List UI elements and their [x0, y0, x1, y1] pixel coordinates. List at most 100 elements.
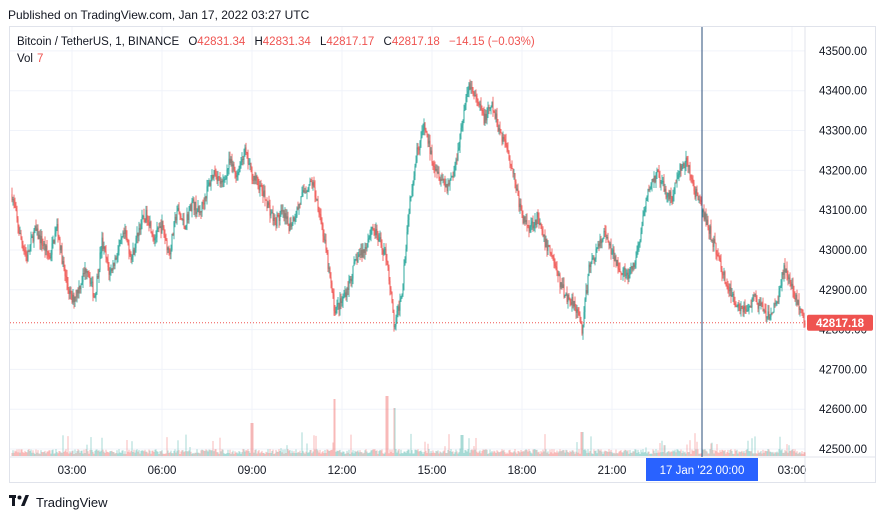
candle-body: [413, 176, 415, 183]
volume-bar: [574, 453, 576, 456]
volume-bar: [45, 453, 47, 456]
volume-bar: [504, 452, 506, 456]
candle-body: [758, 300, 760, 309]
candle-body: [521, 210, 523, 215]
chart-frame[interactable]: 43500.00 43400.00 43300.00 43200.00 43100.00…: [9, 26, 876, 483]
volume-bar: [349, 453, 351, 456]
volume-bar: [164, 453, 166, 456]
volume-bar: [435, 450, 437, 456]
volume-bar: [664, 445, 666, 456]
volume-bar: [778, 449, 780, 456]
candle-body: [22, 243, 24, 250]
candle-body: [183, 219, 185, 227]
candle-body: [542, 230, 544, 237]
volume-bar: [791, 449, 793, 456]
candle-body: [777, 301, 779, 303]
volume-bar: [479, 450, 481, 456]
footer-brand[interactable]: TradingView: [9, 495, 108, 510]
candle-body: [741, 305, 743, 307]
candle-body: [154, 238, 156, 241]
candle-body: [143, 215, 145, 220]
candle-body: [654, 176, 656, 183]
candle-body: [421, 131, 423, 138]
candle-body: [496, 113, 498, 126]
candle-body: [642, 215, 644, 226]
volume-bar: [576, 442, 578, 456]
x-tick-label: 09:00: [238, 465, 267, 477]
volume-bar: [547, 451, 549, 456]
volume-bar: [707, 453, 709, 456]
volume-bar: [544, 434, 546, 456]
candle-body: [247, 152, 249, 164]
volume-bar: [209, 449, 211, 456]
candle-body: [139, 227, 141, 230]
candle-body: [378, 238, 380, 242]
candle-body: [775, 303, 777, 305]
candle-body: [249, 163, 251, 165]
volume-bar: [412, 453, 414, 456]
volume-bar: [36, 452, 38, 456]
candle-body: [251, 167, 253, 181]
candle-body: [615, 256, 617, 266]
volume-bar: [240, 453, 242, 456]
volume-bar: [482, 449, 484, 456]
volume-bar: [226, 452, 228, 456]
candle-body: [345, 292, 347, 298]
candle-body: [430, 150, 432, 155]
candle-body: [400, 297, 402, 300]
volume-bar: [465, 450, 467, 456]
volume-bar: [529, 450, 531, 456]
volume-bar: [692, 450, 694, 456]
volume-bar: [122, 450, 124, 456]
candle-body: [140, 224, 142, 230]
volume-bar: [427, 443, 429, 456]
candle-body: [58, 235, 60, 239]
candle-body: [460, 127, 462, 134]
candle-body: [567, 294, 569, 303]
volume-bar: [508, 450, 510, 456]
volume-bar: [677, 449, 679, 456]
candle-body: [740, 305, 742, 312]
volume-bar: [71, 451, 73, 456]
volume-bar: [436, 451, 438, 456]
y-tick-label: 43100.00: [819, 205, 867, 217]
volume-bar: [84, 453, 86, 456]
candle-body: [734, 303, 736, 307]
volume-bar: [79, 452, 81, 456]
low-label: L: [319, 36, 327, 48]
volume-bar: [300, 453, 302, 456]
candle-body: [476, 95, 478, 100]
volume-bar: [348, 449, 350, 456]
last-price-tag: [807, 314, 873, 331]
candle-body: [425, 129, 427, 132]
candle-body: [703, 209, 705, 220]
volume-bar: [295, 449, 297, 456]
volume-bar: [180, 451, 182, 456]
volume-bar: [48, 450, 50, 456]
volume-bar: [334, 399, 336, 456]
volume-bar: [705, 450, 707, 456]
volume-bar: [178, 450, 180, 456]
volume-bar: [384, 452, 386, 456]
volume-bar: [230, 453, 232, 456]
candle-body: [445, 184, 447, 187]
candle-body: [14, 202, 16, 208]
candle-body: [569, 298, 571, 303]
x-tick-label: 06:00: [148, 465, 177, 477]
candlestick-chart[interactable]: 43500.0043400.0043300.0043200.0043100.00…: [10, 27, 875, 482]
candle-body: [340, 298, 342, 304]
volume-bar: [645, 447, 647, 456]
volume-bar: [245, 450, 247, 456]
candle-body: [392, 302, 394, 313]
volume-bar: [123, 453, 125, 456]
volume-bar: [200, 450, 202, 456]
volume-bar: [213, 451, 215, 456]
candle-body: [368, 237, 370, 240]
candle-body: [80, 284, 82, 290]
candle-body: [732, 293, 734, 295]
volume-bar: [581, 432, 583, 456]
volume-bar: [89, 449, 91, 456]
candle-body: [545, 238, 547, 248]
volume-bar: [416, 450, 418, 456]
candle-body: [104, 246, 106, 251]
